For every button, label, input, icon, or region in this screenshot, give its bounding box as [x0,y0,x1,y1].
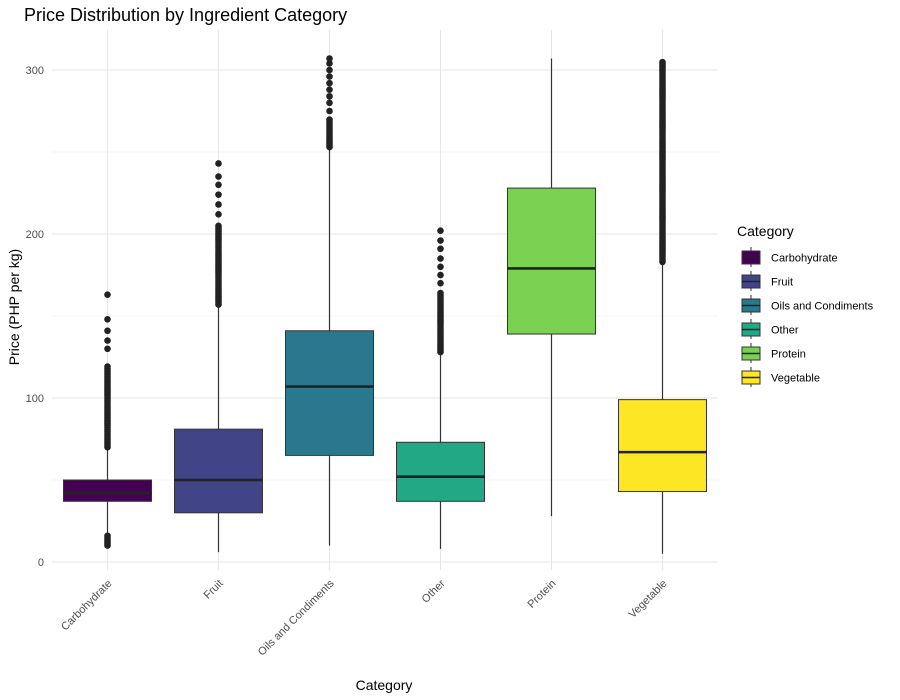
box-outlier [326,60,333,67]
y-tick-label: 200 [26,229,44,241]
box-body [63,479,152,502]
box-outlier [215,173,222,180]
legend-item: Other [741,319,799,339]
box-group [285,55,374,546]
legend: Category Carbohydrate Fruit Oils and Condi… [737,223,874,387]
box-outlier [437,255,444,262]
x-tick-label: Carbohydrate [59,578,115,634]
legend-item: Oils and Condiments [741,295,874,315]
box-outlier [104,337,111,344]
box-group [63,291,152,549]
legend-label: Oils and Condiments [771,301,874,313]
box-outlier [104,291,111,298]
box-outlier [437,263,444,271]
boxes [63,55,707,554]
box-outlier [215,222,222,230]
box-outlier [326,66,333,74]
box-outlier [437,227,444,235]
x-tick-label: Protein [525,578,558,611]
box-outlier [215,191,222,198]
y-axis-title: Price (PHP per kg) [6,249,22,365]
x-axis: Carbohydrate Fruit Oils and Condiments Othe… [59,577,670,658]
box-outlier [326,107,333,115]
legend-title: Category [737,223,794,239]
legend-item: Protein [741,343,806,363]
legend-label: Fruit [771,277,793,289]
box-outlier [437,271,444,279]
box-outlier [326,116,333,123]
box-outlier [326,92,333,100]
x-axis-title: Category [356,677,413,693]
box-outlier [437,245,444,253]
box-outlier [326,79,333,87]
box-outlier [104,363,111,370]
x-tick-label: Other [420,577,448,605]
box-outlier [437,289,444,297]
box-outlier [659,58,666,66]
box-outlier [437,237,444,244]
box-body [285,330,374,456]
box-outlier [326,55,333,62]
legend-item: Carbohydrate [741,247,838,267]
box-group [507,58,596,517]
legend-label: Carbohydrate [771,253,838,265]
y-tick-label: 0 [38,557,44,569]
box-outlier [104,345,111,353]
box-outlier [215,181,222,189]
x-tick-label: Vegetable [627,578,670,621]
box-outlier [326,99,333,107]
x-tick-label: Fruit [202,578,226,602]
legend-label: Vegetable [771,373,820,385]
box-outlier [104,315,111,323]
box-outlier [215,160,222,167]
y-tick-label: 100 [26,393,44,405]
legend-item: Fruit [741,271,793,291]
legend-label: Other [771,325,799,337]
box-group [174,160,263,553]
box-outlier [215,201,222,208]
box-outlier [326,73,333,80]
box-outlier [104,532,111,540]
box-group [618,58,707,554]
box-outlier [326,86,333,93]
chart-title: Price Distribution by Ingredient Categor… [24,5,347,25]
y-axis: 0 100 200 300 [26,65,44,569]
x-tick-label: Oils and Condiments [256,577,337,658]
box-body [396,441,485,502]
box-outlier [104,327,111,335]
box-body [174,428,263,514]
box-outlier [215,211,222,218]
box-body [618,399,707,492]
legend-item: Vegetable [741,367,820,387]
y-tick-label: 300 [26,65,44,77]
legend-label: Protein [771,349,806,361]
box-group [396,227,485,549]
box-outlier [437,279,444,287]
box-body [507,187,596,335]
